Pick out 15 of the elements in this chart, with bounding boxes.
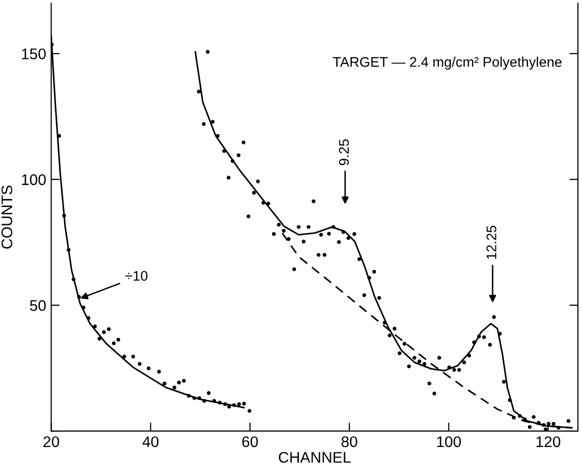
y-tick-label: 150 <box>22 48 46 60</box>
annotation: ÷10 <box>125 270 148 281</box>
annotation: 12.25 <box>486 226 496 259</box>
annotation: TARGET — 2.4 mg/cm² Polyethylene <box>332 56 562 70</box>
y-tick-label: 100 <box>22 174 46 186</box>
y-axis-title: COUNTS <box>1 186 12 249</box>
x-tick-label: 20 <box>43 436 60 448</box>
x-tick-label: 60 <box>242 436 258 448</box>
annotation: 9.25 <box>339 139 349 166</box>
x-tick-label: 120 <box>536 436 560 448</box>
x-axis-title: CHANNEL <box>278 452 351 463</box>
x-tick-label: 80 <box>342 436 358 448</box>
x-tick-label: 40 <box>142 436 158 448</box>
x-tick-label: 100 <box>437 436 461 448</box>
y-tick-label: 50 <box>30 300 46 311</box>
